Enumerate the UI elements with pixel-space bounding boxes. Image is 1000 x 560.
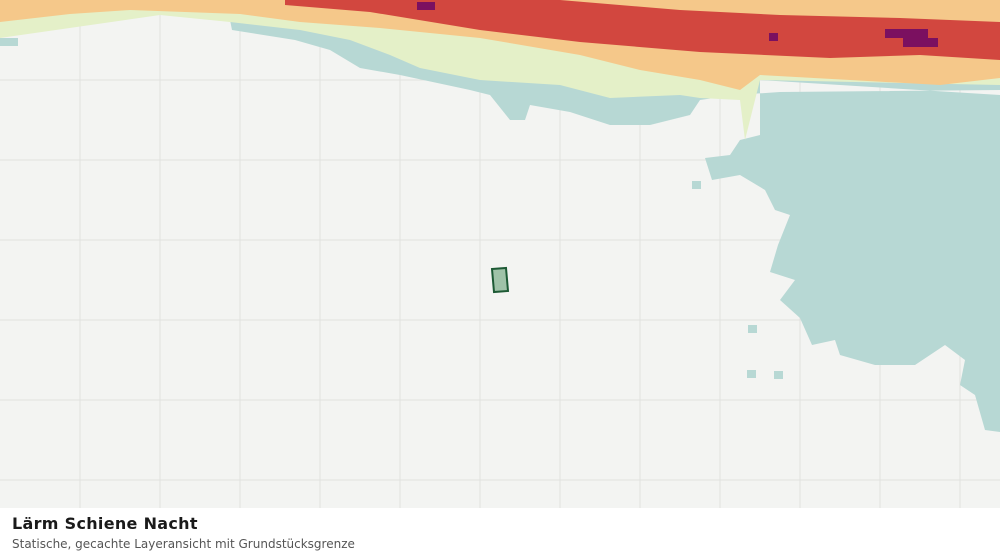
map-title: Lärm Schiene Nacht <box>12 514 198 533</box>
footer: Lärm Schiene Nacht Statische, gecachte L… <box>0 508 1000 560</box>
noise-zone-low <box>774 371 783 379</box>
noise-zone-low <box>748 325 757 333</box>
noise-zone-low <box>692 181 701 189</box>
parcel-boundary <box>490 266 510 294</box>
noise-zone-very-high <box>769 33 778 41</box>
noise-zone-high <box>285 0 1000 60</box>
noise-zone-low <box>230 20 1000 432</box>
map-subtitle: Statische, gecachte Layeransicht mit Gru… <box>12 537 355 551</box>
noise-zone-low <box>0 38 18 46</box>
noise-zone-very-high <box>885 29 938 47</box>
noise-zone-very-high <box>417 2 435 10</box>
map <box>0 0 1000 508</box>
noise-zone-low <box>747 370 756 378</box>
